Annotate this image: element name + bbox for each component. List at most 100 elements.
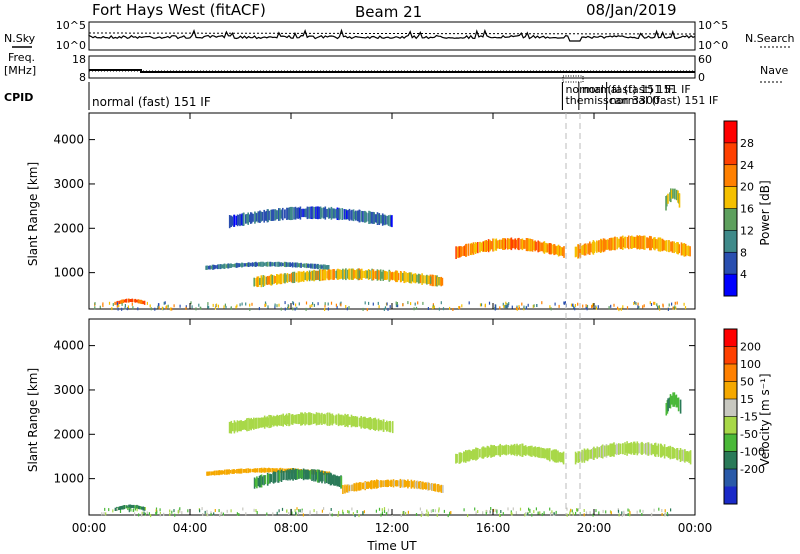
echo-cell — [242, 507, 244, 511]
y-tick-label: 4000 — [53, 133, 84, 147]
echo-cell — [171, 510, 173, 514]
echo-cell — [411, 481, 414, 488]
echo-cell — [256, 276, 259, 287]
echo-cell — [244, 420, 247, 430]
echo-cell — [270, 415, 273, 427]
echo-cell — [348, 416, 350, 425]
echo-cell — [616, 238, 619, 248]
echo-cell — [240, 420, 242, 432]
echo-cell — [516, 443, 518, 457]
echo-cell — [612, 443, 614, 457]
echo-cell — [380, 271, 383, 279]
echo-cell — [417, 301, 419, 305]
echo-cell — [521, 443, 524, 457]
colorbar-swatch — [724, 164, 737, 188]
echo-cell — [671, 241, 674, 253]
echo-cell — [559, 452, 562, 463]
echo-cell — [622, 443, 624, 455]
echo-cell — [306, 206, 309, 220]
echo-cell — [290, 263, 293, 267]
echo-cell — [128, 299, 130, 302]
echo-cell — [486, 510, 488, 513]
echo-cell — [253, 468, 255, 473]
echo-cell — [549, 305, 551, 309]
echo-cell — [600, 446, 602, 458]
echo-cell — [402, 511, 404, 515]
echo-cell — [685, 245, 688, 256]
echo-cell — [313, 469, 315, 482]
echo-cell — [593, 448, 596, 458]
echo-cell — [495, 306, 497, 310]
echo-cell — [262, 275, 265, 287]
echo-cell — [253, 277, 255, 287]
echo-cell — [487, 446, 490, 457]
echo-cell — [362, 416, 365, 429]
echo-cell — [377, 480, 379, 488]
echo-cell — [536, 447, 538, 457]
cpid-program-label: normal (fast) 151 IF — [582, 83, 691, 96]
echo-cell — [645, 442, 647, 455]
echo-cell — [566, 513, 568, 517]
echo-cell — [298, 271, 301, 283]
echo-cell — [311, 270, 313, 281]
echo-cell — [225, 305, 227, 309]
echo-cell — [647, 442, 650, 456]
echo-cell — [495, 508, 497, 512]
echo-cell — [264, 303, 267, 307]
echo-cell — [417, 273, 420, 284]
colorbar-swatch — [724, 416, 737, 435]
echo-cell — [187, 509, 189, 513]
echo-cell — [368, 417, 370, 430]
echo-cell — [636, 235, 638, 250]
echo-cell — [327, 269, 329, 280]
echo-cell — [677, 190, 679, 203]
echo-cell — [503, 304, 505, 308]
echo-cell — [120, 505, 123, 510]
echo-cell — [675, 306, 677, 310]
echo-cell — [249, 468, 252, 473]
echo-cell — [657, 444, 660, 456]
echo-cell — [302, 270, 305, 282]
echo-cell — [217, 470, 219, 476]
echo-cell — [601, 445, 603, 458]
echo-cell — [370, 212, 373, 224]
echo-cell — [284, 209, 286, 219]
echo-cell — [378, 507, 381, 511]
echo-cell — [550, 512, 552, 516]
echo-cell — [363, 510, 365, 514]
echo-cell — [429, 483, 432, 490]
echo-cell — [657, 305, 659, 309]
echo-cell — [261, 417, 264, 428]
echo-cell — [629, 442, 631, 454]
echo-cell — [360, 210, 363, 222]
echo-cell — [136, 508, 138, 512]
echo-cell — [381, 421, 383, 430]
echo-cell — [253, 508, 255, 512]
echo-cell — [521, 302, 523, 306]
echo-cell — [164, 301, 166, 305]
echo-cell — [337, 268, 339, 280]
echo-cell — [257, 262, 259, 267]
echo-cell — [327, 208, 329, 218]
echo-cell — [644, 235, 646, 250]
echo-cell — [348, 510, 350, 514]
echo-cell — [240, 214, 242, 225]
echo-cell — [589, 511, 591, 515]
echo-cell — [474, 507, 476, 511]
echo-cell — [308, 206, 311, 219]
echo-cell — [395, 270, 397, 283]
echo-cell — [482, 446, 485, 459]
echo-cell — [288, 413, 291, 426]
echo-cell — [217, 264, 219, 270]
echo-cell — [323, 207, 325, 218]
echo-cell — [603, 238, 606, 252]
echo-cell — [375, 509, 377, 513]
echo-cell — [529, 509, 531, 513]
echo-cell — [251, 302, 253, 306]
echo-cell — [213, 470, 216, 476]
echo-cell — [238, 420, 241, 432]
echo-cell — [536, 304, 538, 307]
echo-cell — [586, 304, 589, 308]
echo-cell — [456, 454, 458, 463]
echo-cell — [409, 272, 411, 284]
